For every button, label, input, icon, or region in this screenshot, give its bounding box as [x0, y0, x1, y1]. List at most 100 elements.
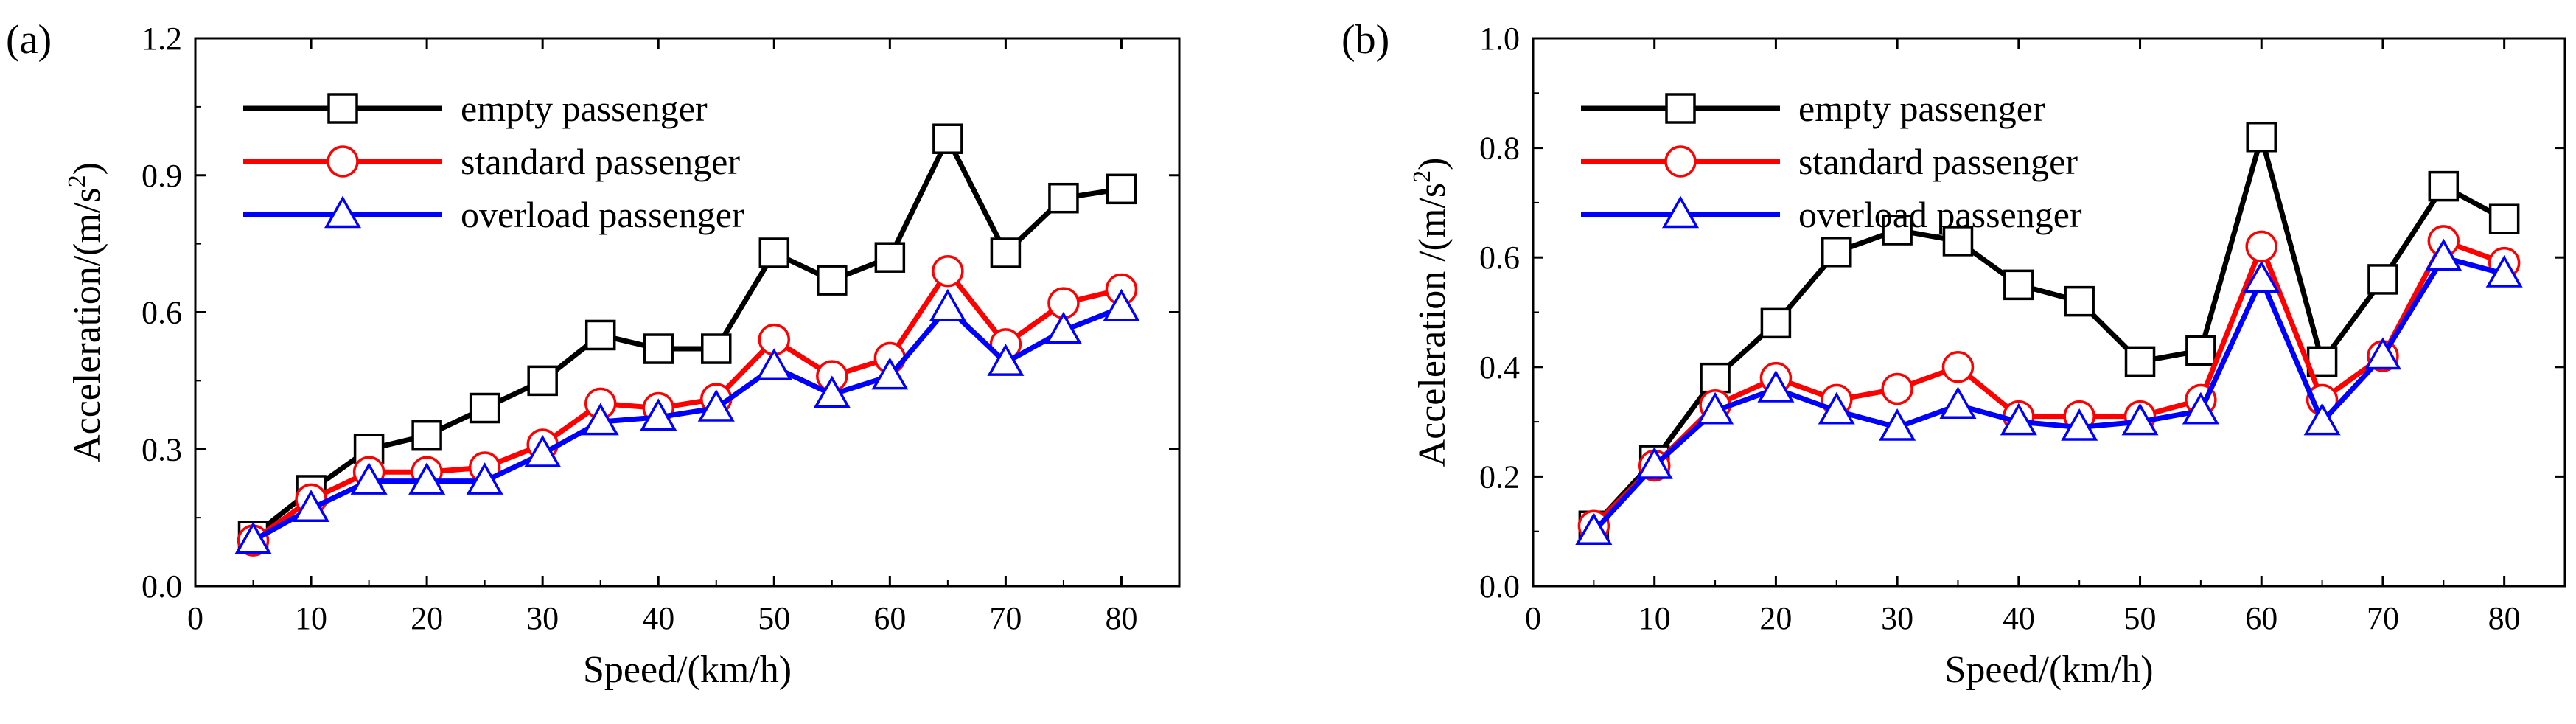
data-point — [2488, 203, 2520, 234]
y-axis-title-superscript: 2 — [1409, 170, 1436, 183]
x-tick-label: 60 — [873, 600, 906, 636]
data-point — [1575, 512, 1613, 545]
data-point — [527, 365, 558, 397]
legend-label: overload passenger — [1798, 194, 2082, 235]
data-point — [1881, 372, 1913, 405]
x-tick-label: 0 — [187, 600, 203, 636]
x-tick-label: 80 — [2488, 600, 2521, 636]
data-point — [524, 434, 562, 467]
y-axis-title-superscript: 2 — [63, 175, 91, 187]
data-point — [2425, 238, 2462, 271]
data-point — [874, 242, 906, 273]
y-tick-label: 1.0 — [1479, 21, 1520, 57]
data-point — [2003, 269, 2034, 301]
data-point — [2182, 391, 2219, 425]
data-point — [2243, 260, 2280, 293]
x-axis-title: Speed/(km/h) — [1944, 649, 2153, 691]
x-tick-label: 70 — [989, 600, 1022, 636]
data-point — [293, 490, 330, 522]
data-point — [1760, 307, 1792, 339]
legend-marker — [327, 93, 358, 124]
data-point — [1700, 362, 1731, 394]
data-point — [1106, 173, 1137, 205]
data-point — [408, 462, 446, 495]
series-line — [251, 304, 1123, 543]
data-point — [2364, 337, 2401, 370]
x-tick-label: 30 — [526, 600, 559, 636]
data-point — [932, 123, 963, 154]
y-axis-title: Acceleration /(m/s2) — [1409, 158, 1453, 467]
data-point — [1821, 237, 1852, 268]
legend-label: standard passenger — [461, 141, 740, 182]
data-point — [2485, 254, 2523, 288]
data-point — [758, 237, 790, 268]
data-point — [2303, 403, 2341, 436]
data-point — [2061, 408, 2098, 441]
y-tick-label: 0.9 — [142, 158, 182, 194]
x-tick-label: 40 — [2003, 600, 2035, 636]
x-tick-label: 50 — [758, 600, 790, 636]
data-point — [2428, 170, 2460, 202]
x-axis-title: Speed/(km/h) — [583, 649, 792, 691]
data-point — [411, 420, 442, 451]
y-tick-label: 0.6 — [142, 295, 182, 331]
data-point — [2245, 230, 2277, 263]
legend-label: empty passenger — [1798, 88, 2045, 129]
legend-marker — [1661, 195, 1700, 229]
chart-panel-b: (b) 0 10 20 30 40 50 60 70 80 0.0 0.2 0.4 0.6 0.8 1.0 Sp… — [1341, 17, 2566, 691]
data-point — [234, 521, 272, 554]
data-point — [2246, 121, 2277, 153]
data-point — [987, 344, 1025, 376]
data-point — [1941, 351, 1975, 383]
data-point — [466, 462, 503, 495]
series-line — [251, 136, 1123, 538]
data-point — [813, 375, 851, 408]
data-point — [2367, 264, 2398, 295]
panel-label: (b) — [1341, 17, 1389, 63]
series-triangle — [234, 288, 1140, 554]
y-tick-label: 1.2 — [142, 21, 182, 57]
data-point — [1757, 369, 1795, 403]
x-tick-label: 10 — [1638, 600, 1671, 636]
x-tick-label: 10 — [295, 600, 327, 636]
data-point — [2000, 403, 2037, 436]
y-tick-label: 0.0 — [142, 568, 182, 605]
data-point — [2064, 285, 2095, 317]
data-point — [1636, 447, 1673, 479]
legend-marker — [1664, 145, 1697, 178]
legend-marker — [1665, 93, 1696, 124]
series-line — [1591, 134, 2506, 528]
data-point — [1697, 391, 1734, 425]
y-axis-title-main: Acceleration /(m/s — [1411, 183, 1453, 467]
y-axis-title-main: Acceleration/(m/s — [66, 187, 108, 462]
series-circle — [237, 255, 1138, 557]
x-tick-label: 0 — [1525, 600, 1541, 636]
legend-label: overload passenger — [461, 194, 744, 235]
data-point — [582, 403, 619, 436]
y-axis-title-close: ) — [1411, 158, 1453, 170]
y-tick-label: 0.0 — [1479, 568, 1520, 605]
series-line — [1591, 238, 2505, 528]
legend-marker — [324, 195, 362, 229]
data-point — [1103, 288, 1140, 321]
x-tick-label: 70 — [2367, 600, 2399, 636]
data-point — [817, 265, 848, 296]
legend-label: standard passenger — [1798, 141, 2078, 182]
series-line — [1591, 254, 2505, 534]
data-point — [1882, 215, 1913, 246]
x-tick-label: 80 — [1105, 600, 1137, 636]
x-tick-label: 60 — [2245, 600, 2277, 636]
y-axis-title-close: ) — [66, 162, 108, 175]
y-tick-label: 0.3 — [142, 431, 182, 467]
data-point — [643, 333, 674, 364]
y-tick-label: 0.2 — [1479, 459, 1520, 495]
data-point — [755, 348, 793, 381]
data-point — [697, 389, 735, 422]
y-axis-title: Acceleration/(m/s2) — [63, 162, 108, 462]
series-line — [251, 268, 1123, 543]
chart-panel-a: (a) 0 10 20 30 40 50 60 70 80 0.0 0.3 0.6 0.9 1.2 Speed… — [6, 17, 1181, 691]
series-triangle — [1575, 238, 2523, 545]
data-point — [584, 319, 616, 351]
data-point — [701, 333, 732, 364]
